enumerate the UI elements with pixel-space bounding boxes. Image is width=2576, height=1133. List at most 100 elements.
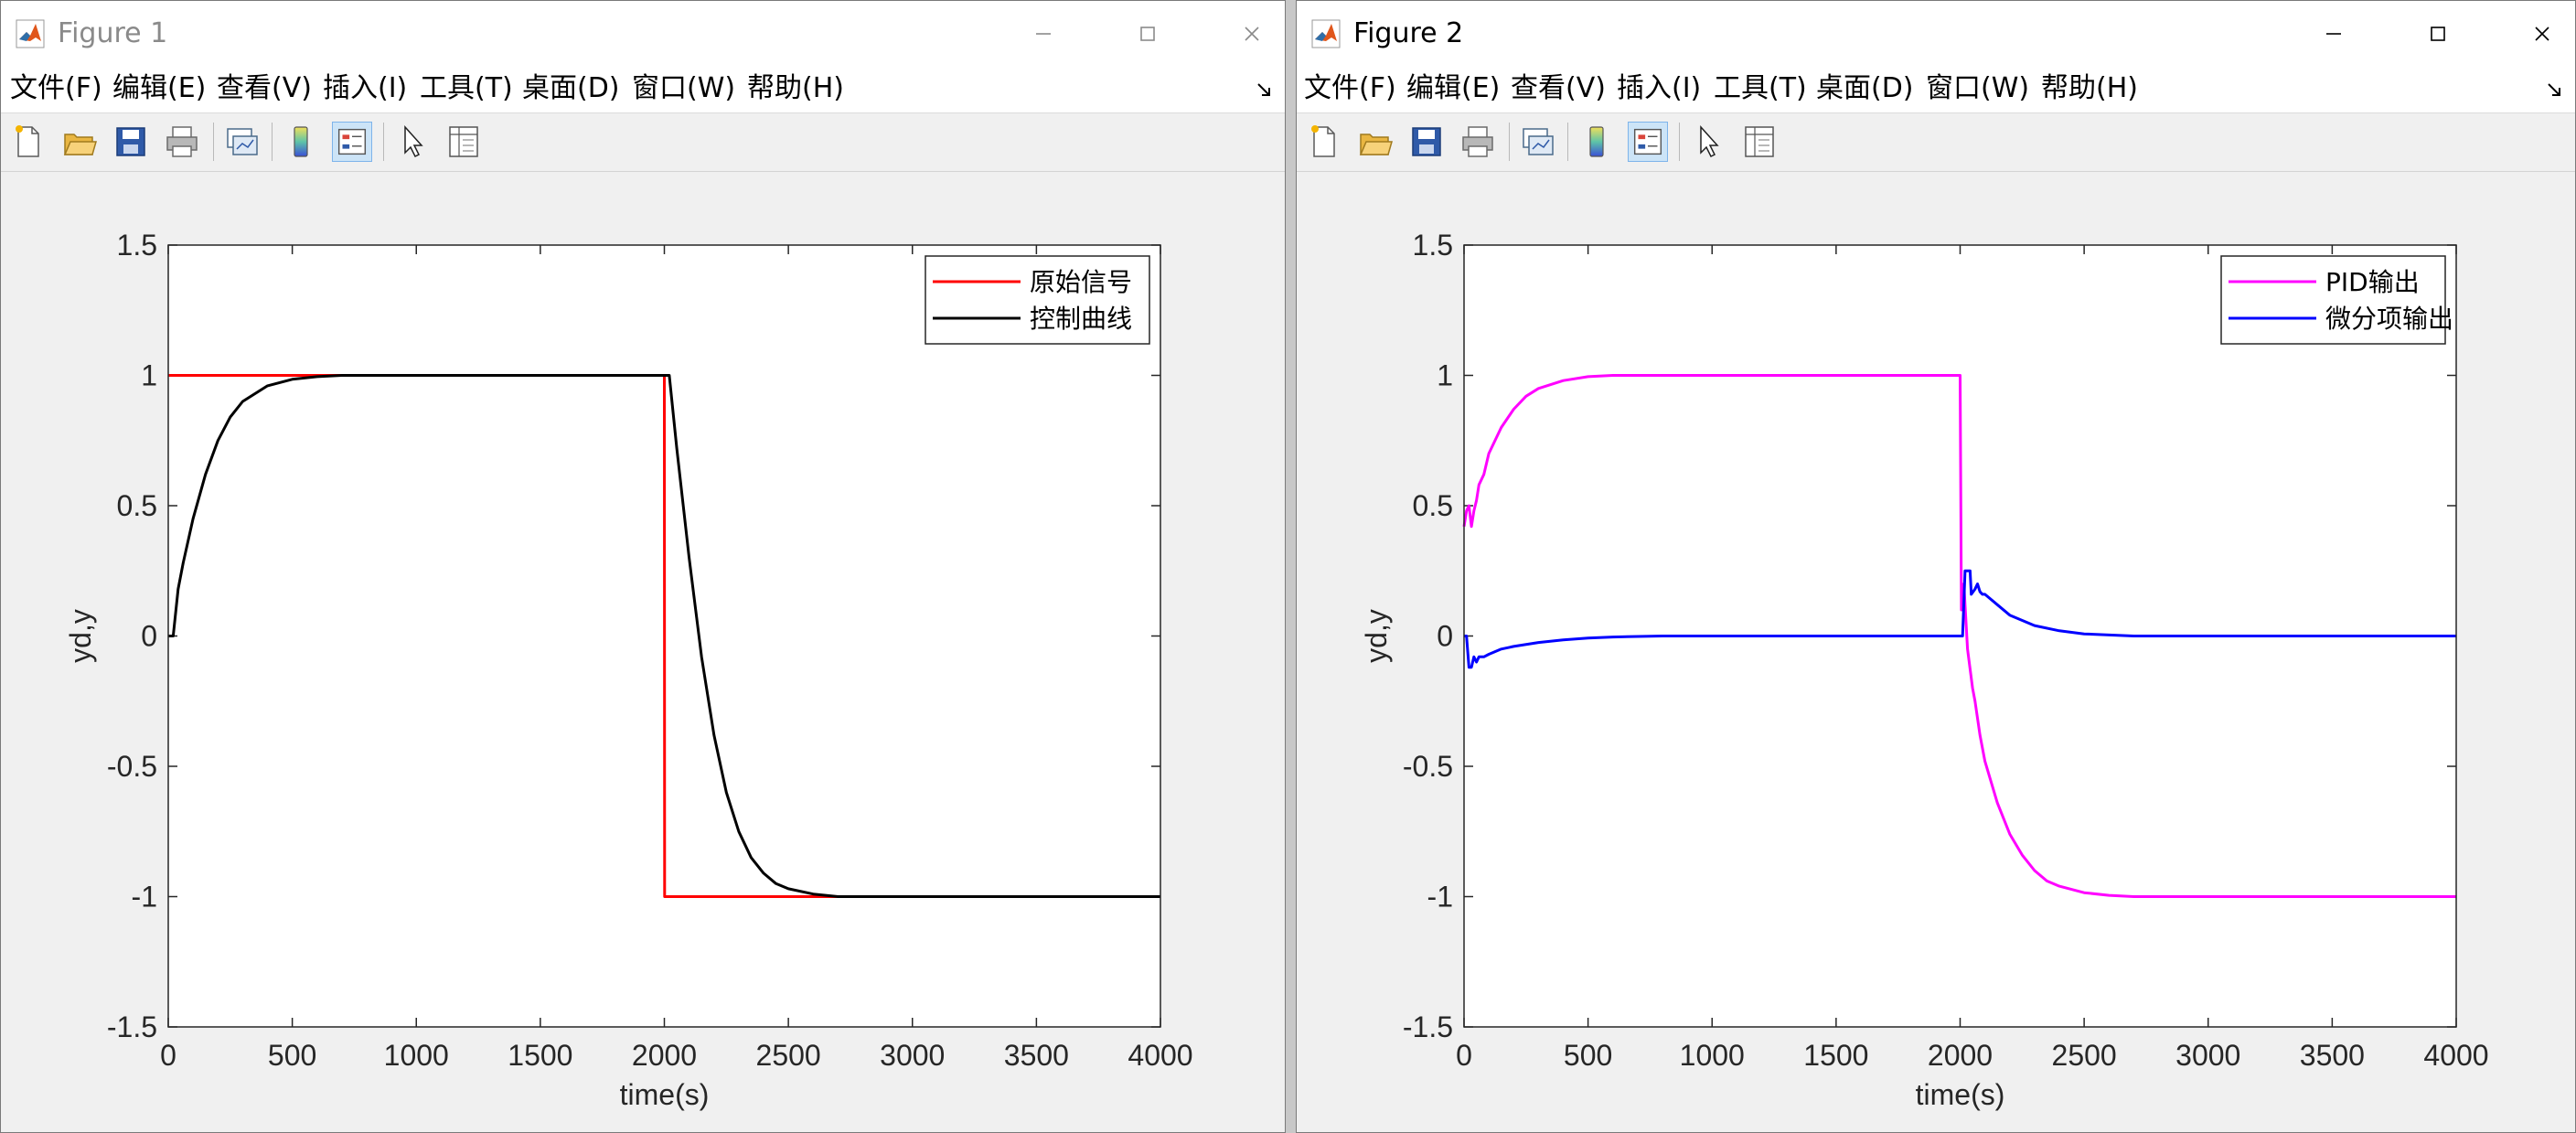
colorbar-icon[interactable] bbox=[281, 122, 321, 162]
dock-arrow-icon[interactable] bbox=[1254, 78, 1277, 102]
menu-help[interactable]: 帮助(H) bbox=[2041, 72, 2138, 104]
figure-1-window[interactable]: Figure 1 文件(F) 编辑(E) 查看(V) 插入(I) 工具(T) 桌… bbox=[0, 0, 1286, 1133]
menu-edit[interactable]: 编辑(E) bbox=[112, 72, 207, 104]
menu-file[interactable]: 文件(F) bbox=[10, 72, 102, 104]
menu-view[interactable]: 查看(V) bbox=[217, 72, 312, 104]
axes-box bbox=[167, 244, 1161, 1028]
legend-label-1: PID输出 bbox=[2325, 267, 2420, 297]
y-tick-label: 0.5 bbox=[117, 489, 157, 522]
title-bar[interactable]: Figure 1 bbox=[1, 1, 1285, 67]
y-axis-label: yd,y bbox=[64, 609, 97, 663]
y-tick-label: -1.5 bbox=[107, 1010, 157, 1043]
window-gap bbox=[1286, 0, 1296, 1133]
y-tick-label: -1 bbox=[132, 881, 157, 914]
legend-label-1: 原始信号 bbox=[1030, 267, 1132, 297]
property-inspector-icon[interactable] bbox=[444, 122, 484, 162]
x-tick-label: 4000 bbox=[1128, 1039, 1192, 1072]
y-tick-label: 0 bbox=[1437, 620, 1453, 653]
menu-desktop[interactable]: 桌面(D) bbox=[522, 72, 620, 104]
menu-bar: 文件(F) 编辑(E) 查看(V) 插入(I) 工具(T) 桌面(D) 窗口(W… bbox=[1, 67, 1285, 113]
legend-icon[interactable] bbox=[332, 122, 372, 162]
open-file-icon[interactable] bbox=[59, 122, 100, 162]
legend-box bbox=[2220, 255, 2446, 345]
series-line-2 bbox=[1464, 569, 2456, 669]
menu-window[interactable]: 窗口(W) bbox=[632, 72, 736, 104]
menu-tools[interactable]: 工具(T) bbox=[1714, 72, 1807, 104]
link-plot-icon[interactable] bbox=[1518, 122, 1558, 162]
legend-icon[interactable] bbox=[1628, 122, 1668, 162]
link-plot-icon[interactable] bbox=[222, 122, 262, 162]
x-axis-label: time(s) bbox=[620, 1078, 710, 1111]
title-bar[interactable]: Figure 2 bbox=[1297, 1, 2575, 67]
minimize-button[interactable] bbox=[2314, 14, 2354, 54]
figure-1-chart[interactable]: 0 500 1000 1500 2000 2500 3000 3500 4000 -1.5 -1 -0… bbox=[1, 172, 1285, 1132]
menu-view[interactable]: 查看(V) bbox=[1511, 72, 1606, 104]
save-icon[interactable] bbox=[1406, 122, 1447, 162]
toolbar-separator bbox=[272, 123, 273, 161]
menu-insert[interactable]: 插入(I) bbox=[323, 72, 408, 104]
close-button[interactable] bbox=[2522, 14, 2562, 54]
y-tick-label: 1.5 bbox=[117, 229, 157, 262]
colorbar-icon[interactable] bbox=[1577, 122, 1617, 162]
print-icon[interactable] bbox=[162, 122, 202, 162]
menu-window[interactable]: 窗口(W) bbox=[1926, 72, 2030, 104]
toolbar bbox=[1297, 113, 2575, 172]
maximize-button[interactable] bbox=[2418, 14, 2458, 54]
print-icon[interactable] bbox=[1458, 122, 1498, 162]
maximize-button[interactable] bbox=[1128, 14, 1168, 54]
window-title: Figure 2 bbox=[1353, 17, 1464, 49]
y-tick-label: 0 bbox=[141, 620, 157, 653]
window-title: Figure 1 bbox=[58, 17, 168, 49]
menu-insert[interactable]: 插入(I) bbox=[1617, 72, 1702, 104]
toolbar bbox=[1, 113, 1285, 172]
toolbar-separator bbox=[213, 123, 214, 161]
x-tick-label: 4000 bbox=[2423, 1039, 2488, 1072]
y-tick-label: 1 bbox=[1437, 359, 1453, 392]
legend-label-2: 微分项输出 bbox=[2325, 304, 2453, 334]
minimize-button[interactable] bbox=[1023, 14, 1064, 54]
legend-label-2: 控制曲线 bbox=[1030, 304, 1132, 334]
series-line-1 bbox=[1462, 374, 2456, 898]
x-tick-label: 3500 bbox=[1004, 1039, 1069, 1072]
figure-2-window[interactable]: Figure 2 文件(F) 编辑(E) 查看(V) 插入(I) 工具(T) 桌… bbox=[1296, 0, 2576, 1133]
pointer-icon[interactable] bbox=[392, 122, 433, 162]
figure-2-chart[interactable]: 0 500 1000 1500 2000 2500 3000 3500 4000 -1.5 -1 -0… bbox=[1297, 172, 2575, 1132]
x-tick-label: 2500 bbox=[2052, 1039, 2117, 1072]
y-axis-label: yd,y bbox=[1360, 609, 1393, 663]
x-tick-label: 1000 bbox=[1680, 1039, 1745, 1072]
y-tick-label: 1 bbox=[141, 359, 157, 392]
toolbar-separator bbox=[1679, 123, 1680, 161]
x-tick-label: 0 bbox=[160, 1039, 176, 1072]
x-tick-label: 1000 bbox=[384, 1039, 449, 1072]
menu-bar: 文件(F) 编辑(E) 查看(V) 插入(I) 工具(T) 桌面(D) 窗口(W… bbox=[1297, 67, 2575, 113]
x-tick-label: 3500 bbox=[2300, 1039, 2365, 1072]
x-tick-label: 2000 bbox=[1928, 1039, 1993, 1072]
menu-file[interactable]: 文件(F) bbox=[1304, 72, 1396, 104]
property-inspector-icon[interactable] bbox=[1739, 122, 1780, 162]
new-figure-icon[interactable] bbox=[8, 122, 48, 162]
toolbar-separator bbox=[383, 123, 384, 161]
x-tick-label: 1500 bbox=[1803, 1039, 1868, 1072]
matlab-logo-icon bbox=[1311, 19, 1341, 48]
new-figure-icon[interactable] bbox=[1304, 122, 1344, 162]
dock-arrow-icon[interactable] bbox=[2544, 78, 2568, 102]
menu-help[interactable]: 帮助(H) bbox=[747, 72, 844, 104]
menu-edit[interactable]: 编辑(E) bbox=[1406, 72, 1501, 104]
x-tick-label: 2000 bbox=[632, 1039, 697, 1072]
open-file-icon[interactable] bbox=[1355, 122, 1395, 162]
save-icon[interactable] bbox=[111, 122, 151, 162]
pointer-icon[interactable] bbox=[1688, 122, 1728, 162]
y-tick-label: -0.5 bbox=[1403, 750, 1453, 783]
series-line-2 bbox=[168, 374, 1160, 898]
toolbar-separator bbox=[1567, 123, 1568, 161]
y-tick-label: -0.5 bbox=[107, 750, 157, 783]
toolbar-separator bbox=[1509, 123, 1510, 161]
matlab-logo-icon bbox=[16, 19, 45, 48]
y-tick-label: -1 bbox=[1427, 881, 1453, 914]
x-tick-label: 0 bbox=[1456, 1039, 1472, 1072]
close-button[interactable] bbox=[1232, 14, 1272, 54]
menu-tools[interactable]: 工具(T) bbox=[420, 72, 513, 104]
menu-desktop[interactable]: 桌面(D) bbox=[1816, 72, 1914, 104]
